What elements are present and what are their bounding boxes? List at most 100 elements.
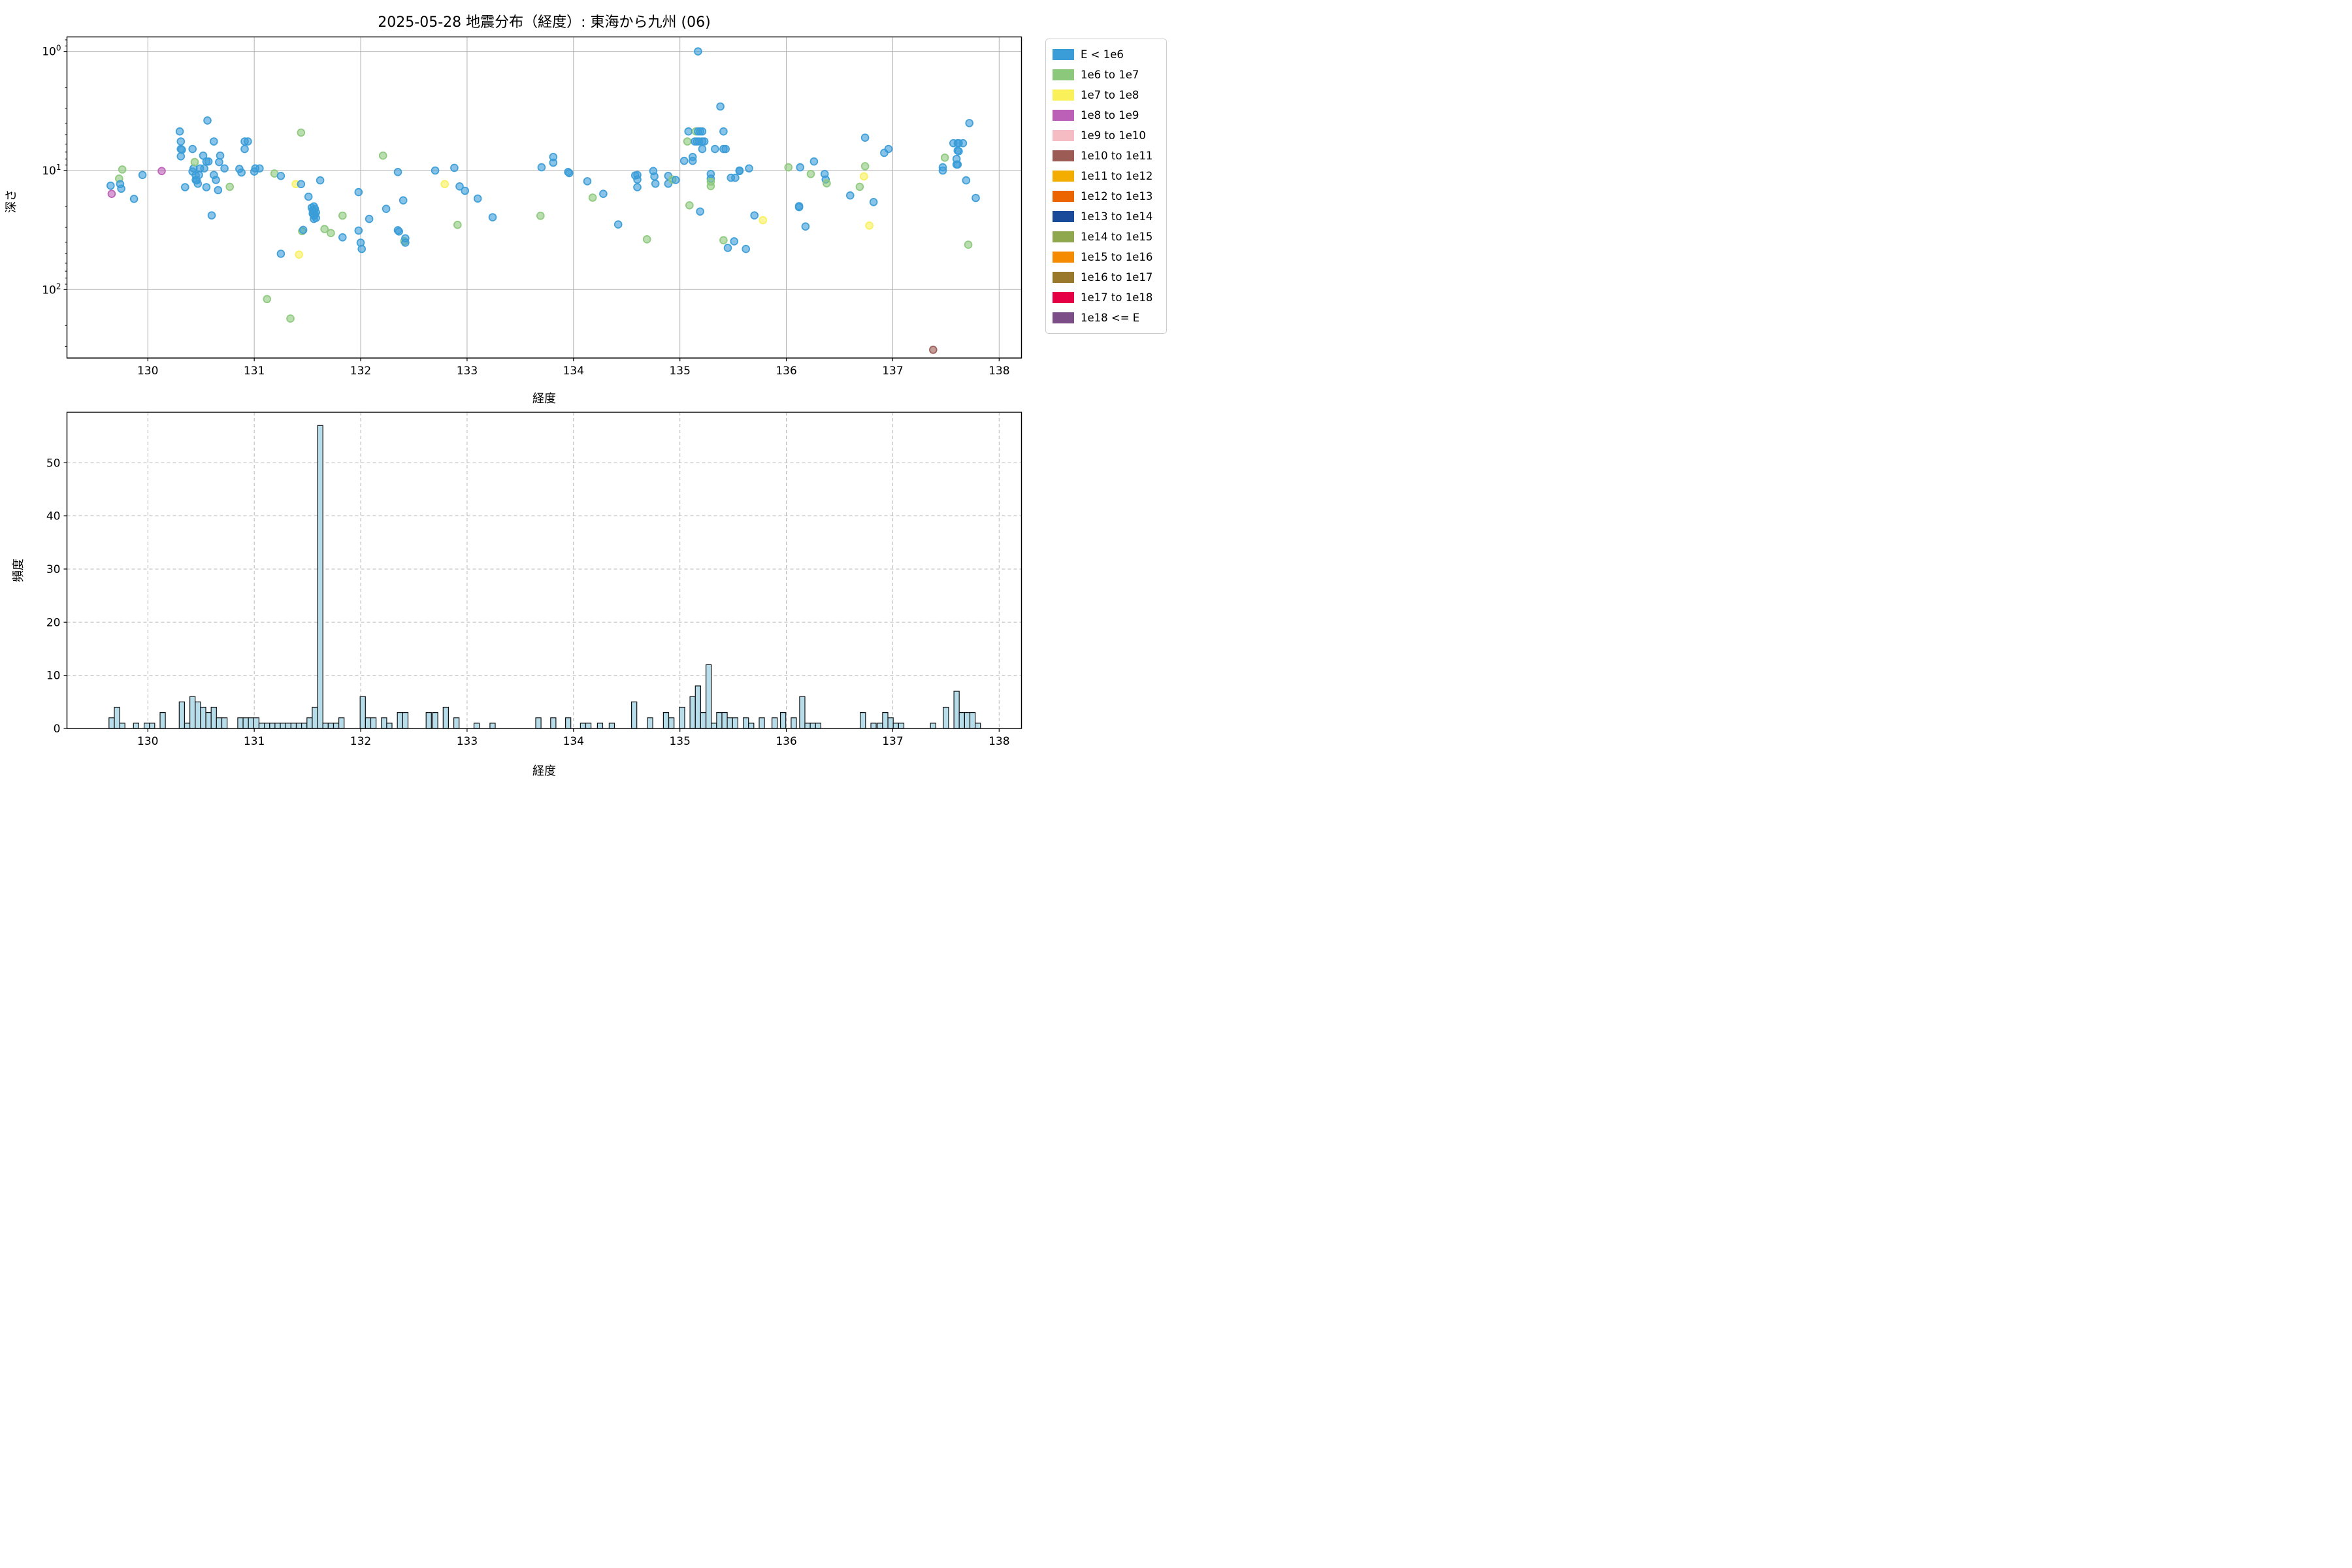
scatter-point — [297, 180, 306, 189]
axes-border — [66, 36, 1022, 359]
scatter-point — [742, 244, 750, 253]
scatter-point — [694, 47, 702, 56]
scatter-point — [759, 216, 767, 225]
scatter-point — [220, 164, 229, 173]
scatter-point — [393, 167, 402, 176]
x-tick-label: 130 — [137, 735, 158, 748]
x-tick-label: 135 — [669, 735, 690, 748]
histogram-bar — [306, 717, 313, 729]
histogram-bar — [771, 717, 778, 729]
legend-item: 1e17 to 1e18 — [1053, 287, 1160, 308]
scatter-point — [382, 204, 391, 214]
histogram-bar — [338, 717, 345, 729]
histogram-bar — [442, 706, 449, 729]
legend-item: 1e18 <= E — [1053, 308, 1160, 328]
histogram-bar — [312, 706, 318, 729]
scatter-point — [212, 176, 220, 184]
axes-border — [66, 412, 1022, 729]
histogram-bar — [327, 723, 335, 729]
scatter-point — [473, 194, 482, 203]
histogram-bar — [285, 723, 291, 729]
histogram-bar — [114, 706, 120, 729]
x-tick-label: 131 — [244, 735, 265, 748]
scatter-point — [244, 137, 252, 146]
scatter-point — [536, 211, 545, 220]
scatter-point — [940, 154, 949, 162]
scatter-point — [357, 244, 366, 253]
scatter-point — [860, 162, 870, 171]
legend-item: 1e15 to 1e16 — [1053, 247, 1160, 267]
scatter-point — [583, 177, 592, 186]
scatter-point — [304, 192, 313, 201]
histogram-plot: 130 131 132 133 134 135 136 137 138 0 10 20 30 40 50 — [46, 412, 1022, 748]
legend-label: 1e8 to 1e9 — [1081, 109, 1139, 122]
scatter-point — [823, 179, 831, 188]
histogram-bar — [149, 723, 155, 729]
legend-label: 1e10 to 1e11 — [1081, 150, 1153, 162]
scatter-point — [633, 175, 642, 184]
legend-item: 1e7 to 1e8 — [1053, 85, 1160, 105]
scatter-point — [354, 226, 363, 235]
scatter-point — [698, 144, 707, 154]
scatter-point — [953, 160, 962, 169]
histogram-bar — [759, 717, 765, 729]
legend-label: 1e11 to 1e12 — [1081, 170, 1153, 182]
legend-item: 1e14 to 1e15 — [1053, 227, 1160, 247]
histogram-bar — [550, 717, 557, 729]
legend-swatch-icon — [1053, 211, 1074, 222]
histogram-bar — [402, 711, 409, 729]
scatter-point — [488, 213, 497, 221]
scatter-point — [860, 172, 868, 181]
histogram-bar — [333, 723, 340, 729]
scatter-point — [564, 169, 574, 178]
x-tick-label: 134 — [563, 735, 584, 748]
histogram-bar — [425, 711, 432, 729]
histogram-bar — [943, 706, 949, 729]
scatter-point — [204, 157, 213, 166]
scatter-point — [276, 250, 286, 258]
legend-swatch-icon — [1053, 171, 1074, 182]
histogram-xlabel: 経度 — [532, 764, 556, 778]
scatter-point — [276, 171, 286, 180]
scatter-point — [129, 195, 139, 203]
scatter-point — [745, 164, 753, 173]
legend-item: 1e16 to 1e17 — [1053, 267, 1160, 287]
scatter-point — [312, 214, 320, 222]
scatter-point — [964, 240, 973, 249]
histogram-bar — [564, 717, 572, 729]
legend-label: 1e16 to 1e17 — [1081, 271, 1153, 284]
histogram-bar — [178, 701, 185, 729]
scatter-point — [549, 158, 558, 167]
scatter-point — [216, 151, 225, 160]
histogram-bar — [596, 723, 604, 729]
scatter-point — [719, 127, 728, 136]
x-tick-label: 132 — [350, 365, 371, 378]
scatter-point — [750, 211, 759, 220]
histogram-bar — [453, 717, 460, 729]
x-tick-label: 135 — [669, 365, 690, 378]
histogram-bar — [958, 711, 965, 729]
legend-swatch-icon — [1053, 110, 1074, 121]
histogram-bar — [216, 717, 222, 729]
scatter-point — [207, 211, 216, 220]
histogram-bar — [662, 711, 670, 729]
scatter-point — [193, 179, 203, 188]
scatter-point — [679, 156, 689, 165]
histogram-bar — [694, 685, 702, 729]
histogram-bar — [221, 717, 228, 729]
legend-label: 1e6 to 1e7 — [1081, 69, 1139, 81]
scatter-point — [599, 189, 608, 199]
scatter-point — [316, 176, 325, 185]
scatter-point — [965, 119, 973, 127]
histogram-bar — [705, 664, 712, 729]
scatter-point — [784, 163, 793, 172]
histogram-bar — [264, 723, 270, 729]
y-tick-label: 20 — [46, 616, 61, 629]
scatter-point — [642, 235, 651, 244]
scatter-point — [723, 244, 732, 252]
x-tick-label: 132 — [350, 735, 371, 748]
histogram-bar — [974, 723, 981, 729]
histogram-bar — [882, 711, 889, 729]
legend-label: 1e18 <= E — [1081, 312, 1140, 324]
scatter-point — [806, 169, 815, 178]
